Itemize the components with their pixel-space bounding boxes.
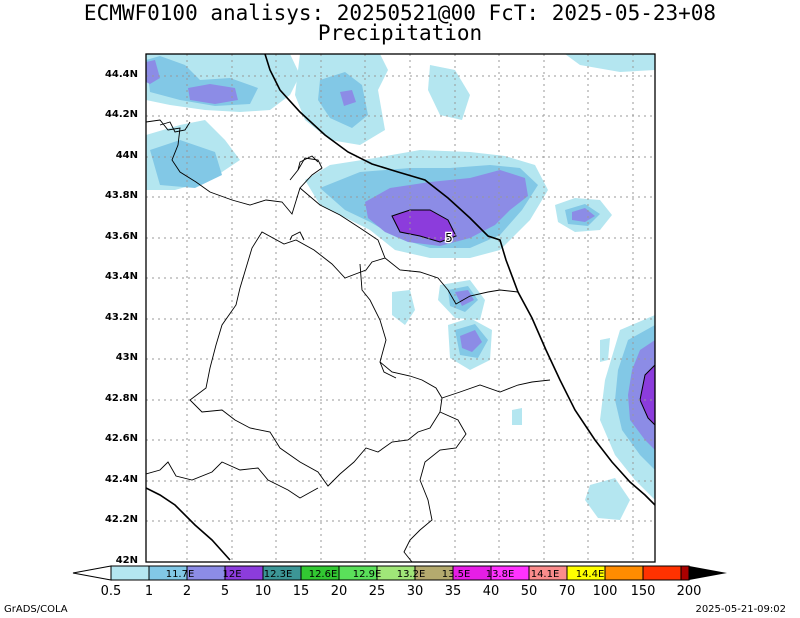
colorbar-box: [187, 566, 225, 580]
title-line-2: Precipitation: [317, 21, 483, 45]
colorbar-box: [339, 566, 377, 580]
lat-label: 42.4N: [104, 474, 138, 485]
colorbar-label: 30: [406, 584, 424, 599]
colorbar-box: [149, 566, 187, 580]
colorbar-label: 15: [292, 584, 310, 599]
coastline: [264, 54, 655, 506]
colorbar-box: [681, 566, 689, 580]
lon-label: 13.8E: [486, 569, 515, 580]
colorbar-box: [377, 566, 415, 580]
colorbar-box: [225, 566, 263, 580]
contour-value-label: 5: [445, 231, 453, 245]
colorbar-label: 100: [592, 584, 618, 599]
colorbar-label: 200: [676, 584, 702, 599]
colorbar-box: [301, 566, 339, 580]
colorbar-label: 70: [558, 584, 576, 599]
lat-label: 42.8N: [104, 393, 138, 404]
colorbar-box: [453, 566, 491, 580]
title-line-1: ECMWF0100 analisys: 20250521@00 FcT: 202…: [83, 1, 717, 25]
colorbar-box: [567, 566, 605, 580]
colorbar-label: 2: [182, 584, 192, 599]
lat-label: 42N: [115, 555, 138, 566]
lon-label: 13.5E: [442, 569, 471, 580]
lat-label: 43N: [115, 352, 138, 363]
colorbar-box: [111, 566, 149, 580]
lat-label: 43.4N: [104, 271, 138, 282]
colorbar-arrow-low: [72, 565, 112, 581]
colorbar: 11.7E 12E 12.3E 12.6E 12.9E 13.2E 13.5E …: [72, 565, 727, 581]
map-frame: [145, 53, 656, 563]
colorbar-label: 40: [482, 584, 500, 599]
lat-label: 43.8N: [104, 190, 138, 201]
colorbar-label: 10: [254, 584, 272, 599]
colorbar-box: [415, 566, 453, 580]
lon-label: 14.1E: [531, 569, 560, 580]
map-grid: [146, 54, 655, 562]
lon-label: 12.9E: [353, 569, 382, 580]
colorbar-label: 25: [368, 584, 386, 599]
region-borders: [146, 119, 551, 562]
lon-label: 14.4E: [576, 569, 605, 580]
precip-moderate-area: [146, 60, 655, 450]
footer-right: 2025-05-21-09:02: [695, 604, 786, 615]
lon-label: 12E: [222, 569, 241, 580]
colorbar-label: 1: [144, 584, 154, 599]
coastline-south: [146, 487, 231, 561]
lat-label: 42.6N: [104, 433, 138, 444]
colorbar-box: [605, 566, 643, 580]
lat-label: 43.2N: [104, 312, 138, 323]
lat-label: 44.2N: [104, 109, 138, 120]
lat-label: 44.4N: [104, 69, 138, 80]
lon-label: 13.2E: [397, 569, 426, 580]
precip-heavy-area: [392, 210, 655, 425]
lat-label: 44N: [115, 150, 138, 161]
lat-label: 43.6N: [104, 231, 138, 242]
precip-light-area: [146, 54, 655, 520]
map-boundaries: [146, 54, 655, 562]
colorbar-label: 5: [220, 584, 230, 599]
lon-label: 12.6E: [309, 569, 338, 580]
colorbar-label: 35: [444, 584, 462, 599]
lon-label: 12.3E: [264, 569, 293, 580]
colorbar-box: [529, 566, 567, 580]
footer-left: GrADS/COLA: [4, 604, 68, 615]
colorbar-arrow-high: [689, 566, 727, 580]
precipitation-map: [146, 54, 655, 520]
precip-mid-area: [146, 56, 655, 470]
lat-label: 42.2N: [104, 514, 138, 525]
colorbar-label: 20: [330, 584, 348, 599]
colorbar-label: 150: [630, 584, 656, 599]
colorbar-box: [491, 566, 529, 580]
colorbar-box: [643, 566, 681, 580]
precip-contour: [391, 209, 655, 426]
colorbar-label: 0.5: [100, 584, 122, 599]
colorbar-box: [263, 566, 301, 580]
lon-label: 11.7E: [166, 569, 195, 580]
colorbar-label: 50: [520, 584, 538, 599]
